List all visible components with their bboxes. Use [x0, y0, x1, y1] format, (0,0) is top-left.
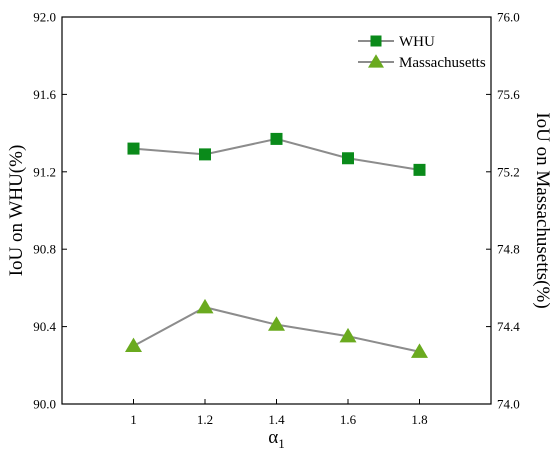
plot-frame	[61, 16, 492, 405]
series-layer	[125, 132, 428, 358]
x-axis-title: α1	[268, 427, 284, 451]
right-y-axis-ticks: 74.0 74.4 74.8 75.2 75.6 76.0	[486, 10, 520, 412]
data-point	[411, 343, 428, 358]
data-point	[127, 142, 140, 155]
legend-marker	[370, 35, 382, 47]
data-point	[342, 152, 354, 165]
left-y-tick-label: 90.0	[33, 397, 56, 412]
data-point	[268, 316, 285, 331]
data-point	[339, 327, 357, 343]
legend-label: WHU	[399, 34, 435, 50]
series-massachusetts	[125, 298, 428, 358]
legend-label: Massachusetts	[399, 55, 486, 71]
x-tick-label: 1.8	[411, 412, 427, 427]
right-y-tick-label: 74.4	[497, 319, 520, 334]
left-y-tick-label: 90.4	[33, 319, 56, 334]
left-y-tick-label: 91.6	[33, 87, 56, 102]
right-y-tick-label: 76.0	[497, 10, 520, 25]
legend: WHU Massachusetts	[358, 34, 486, 71]
x-tick-label: 1	[130, 412, 137, 427]
right-y-axis-title: IoU on Massachusetts(%)	[532, 112, 550, 308]
x-tick-label: 1.4	[268, 412, 285, 427]
series-whu	[127, 132, 426, 176]
right-y-tick-label: 75.6	[497, 87, 520, 102]
data-point	[199, 148, 211, 161]
x-tick-label: 1.6	[340, 412, 357, 427]
legend-item: Massachusetts	[358, 54, 486, 71]
legend-marker	[368, 54, 384, 68]
x-axis-title-subscript: 1	[278, 436, 285, 451]
data-point	[413, 163, 426, 176]
x-tick-label: 1.2	[197, 412, 213, 427]
data-point	[270, 132, 283, 145]
left-y-tick-label: 92.0	[33, 10, 56, 25]
x-axis-ticks: 1 1.2 1.4 1.6 1.8	[130, 399, 428, 427]
x-axis-title-base: α	[268, 427, 278, 448]
data-point	[196, 298, 214, 314]
right-y-tick-label: 74.8	[497, 242, 520, 257]
plot-area	[61, 16, 492, 405]
left-y-tick-label: 90.8	[33, 242, 56, 257]
left-y-axis-title: IoU on WHU(%)	[6, 145, 27, 277]
left-y-tick-label: 91.2	[33, 164, 56, 179]
right-y-tick-label: 75.2	[497, 164, 520, 179]
right-y-tick-label: 74.0	[497, 397, 520, 412]
left-y-axis-ticks: 90.0 90.4 90.8 91.2 91.6 92.0	[33, 10, 67, 412]
legend-item: WHU	[358, 34, 435, 50]
data-point	[125, 337, 142, 353]
